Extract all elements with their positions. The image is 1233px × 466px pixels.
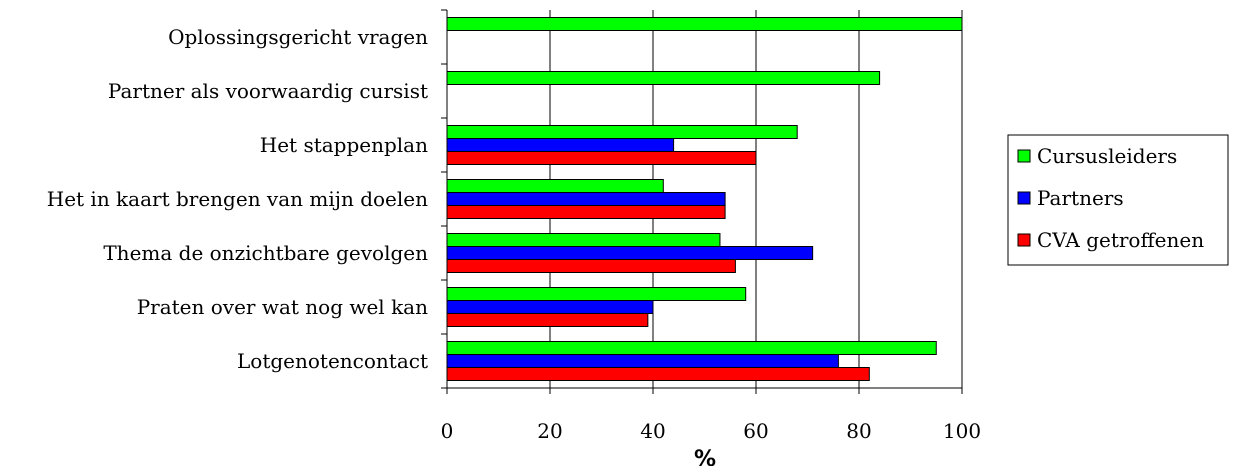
bar-cursusleiders	[446, 125, 798, 139]
bar-partners	[446, 354, 839, 368]
legend-swatch	[1017, 233, 1031, 247]
bar-partners	[446, 192, 726, 206]
bar-cva-getroffenen	[446, 313, 649, 327]
x-axis-title: %	[694, 447, 716, 466]
category-label: Lotgenotencontact	[237, 349, 428, 373]
x-tick-label: 80	[846, 419, 871, 443]
bar-cursusleiders	[446, 71, 881, 85]
legend-swatch	[1017, 149, 1031, 163]
x-tick-labels: 0 20 40 60 80 100	[441, 419, 981, 443]
bar-partners	[446, 246, 814, 260]
bar-cursusleiders	[446, 287, 747, 301]
legend: Cursusleiders Partners CVA getroffenen	[1007, 134, 1229, 266]
legend-label: Cursusleiders	[1037, 144, 1177, 168]
legend-label: Partners	[1037, 186, 1124, 210]
x-tick-label: 20	[537, 419, 562, 443]
axes	[441, 9, 963, 394]
bar-cva-getroffenen	[446, 367, 870, 381]
x-tick-label: 60	[743, 419, 768, 443]
category-label: Het in kaart brengen van mijn doelen	[47, 187, 428, 211]
category-label: Praten over wat nog wel kan	[137, 295, 428, 319]
bars	[446, 17, 963, 381]
category-label: Oplossingsgericht vragen	[168, 25, 428, 49]
x-tick-label: 100	[943, 419, 981, 443]
category-labels: Oplossingsgericht vragen Partner als voor…	[47, 25, 428, 373]
bar-partners	[446, 300, 654, 314]
category-label: Het stappenplan	[260, 133, 428, 157]
bar-partners	[446, 138, 675, 152]
bar-cva-getroffenen	[446, 151, 757, 165]
category-label: Partner als voorwaardig cursist	[108, 79, 428, 103]
bar-cursusleiders	[446, 233, 721, 247]
x-tick-label: 40	[640, 419, 665, 443]
legend-box	[1007, 134, 1229, 266]
category-label: Thema de onzichtbare gevolgen	[103, 241, 428, 265]
bar-cursusleiders	[446, 179, 664, 193]
bar-cva-getroffenen	[446, 205, 726, 219]
legend-label: CVA getroffenen	[1037, 228, 1204, 252]
legend-swatch	[1017, 191, 1031, 205]
bar-cursusleiders	[446, 17, 963, 31]
x-tick-label: 0	[441, 419, 454, 443]
bar-cva-getroffenen	[446, 259, 736, 273]
bar-cursusleiders	[446, 341, 937, 355]
